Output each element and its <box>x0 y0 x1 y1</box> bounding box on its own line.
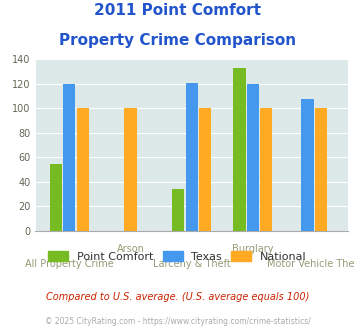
Text: Property Crime Comparison: Property Crime Comparison <box>59 33 296 48</box>
Text: Motor Vehicle Theft: Motor Vehicle Theft <box>267 259 355 269</box>
Bar <box>199 109 211 231</box>
Bar <box>172 189 184 231</box>
Bar <box>247 84 259 231</box>
Bar <box>234 68 246 231</box>
Bar <box>63 84 75 231</box>
Text: Larceny & Theft: Larceny & Theft <box>153 259 231 269</box>
Bar <box>77 109 89 231</box>
Bar <box>50 164 62 231</box>
Text: Arson: Arson <box>116 244 144 254</box>
Text: © 2025 CityRating.com - https://www.cityrating.com/crime-statistics/: © 2025 CityRating.com - https://www.city… <box>45 317 310 326</box>
Bar <box>301 99 313 231</box>
Text: Burglary: Burglary <box>232 244 274 254</box>
Bar <box>260 109 273 231</box>
Bar <box>124 109 137 231</box>
Legend: Point Comfort, Texas, National: Point Comfort, Texas, National <box>44 247 311 267</box>
Bar <box>315 109 327 231</box>
Text: Compared to U.S. average. (U.S. average equals 100): Compared to U.S. average. (U.S. average … <box>46 292 309 302</box>
Text: All Property Crime: All Property Crime <box>25 259 114 269</box>
Bar <box>186 83 198 231</box>
Text: 2011 Point Comfort: 2011 Point Comfort <box>94 3 261 18</box>
